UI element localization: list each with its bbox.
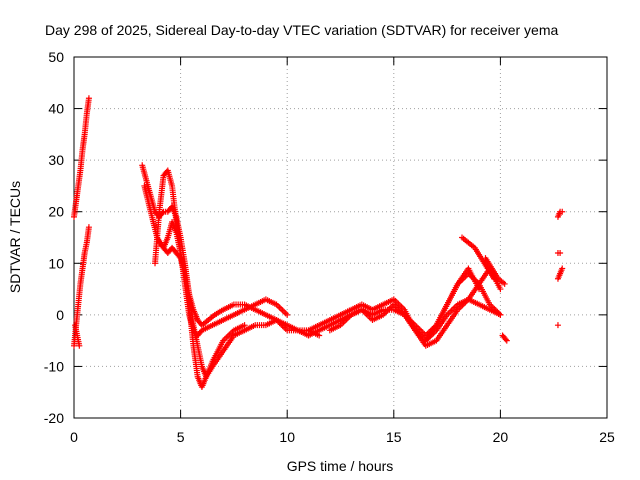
data-point bbox=[159, 210, 166, 217]
data-point bbox=[501, 280, 508, 287]
axis-ticks: 0 5 10 15 20 25 -20 -10 0 10 20 30 40 50 bbox=[44, 49, 615, 445]
data-point bbox=[284, 311, 291, 318]
data-point bbox=[559, 265, 566, 272]
y-tick-label: 30 bbox=[48, 152, 64, 168]
plot-frame bbox=[73, 56, 608, 419]
x-tick-label: 10 bbox=[279, 429, 295, 445]
data-point bbox=[85, 95, 92, 102]
data-point bbox=[241, 322, 248, 329]
y-tick-label: 50 bbox=[48, 49, 64, 65]
x-tick-label: 15 bbox=[386, 429, 402, 445]
data-point bbox=[316, 332, 323, 339]
data-point bbox=[85, 224, 92, 231]
x-tick-label: 25 bbox=[599, 429, 615, 445]
data-point bbox=[502, 336, 509, 343]
chart-title: Day 298 of 2025, Sidereal Day-to-day VTE… bbox=[45, 22, 558, 38]
x-axis-label: GPS time / hours bbox=[287, 458, 394, 474]
data-point bbox=[557, 249, 564, 256]
data-point bbox=[76, 342, 83, 349]
data-point bbox=[497, 286, 504, 293]
grid-lines bbox=[74, 57, 607, 418]
data-point bbox=[554, 322, 561, 329]
x-tick-label: 0 bbox=[70, 429, 78, 445]
x-tick-label: 5 bbox=[177, 429, 185, 445]
x-tick-label: 20 bbox=[493, 429, 509, 445]
data-point bbox=[503, 337, 510, 344]
y-tick-label: -20 bbox=[44, 410, 64, 426]
y-axis-label: SDTVAR / TECUs bbox=[7, 181, 23, 293]
y-tick-label: 40 bbox=[48, 101, 64, 117]
data-points bbox=[71, 95, 566, 391]
data-point bbox=[497, 311, 504, 318]
y-tick-label: -10 bbox=[44, 358, 64, 374]
y-tick-label: 10 bbox=[48, 255, 64, 271]
y-tick-label: 0 bbox=[56, 307, 64, 323]
y-tick-label: 20 bbox=[48, 204, 64, 220]
data-point bbox=[559, 208, 566, 215]
